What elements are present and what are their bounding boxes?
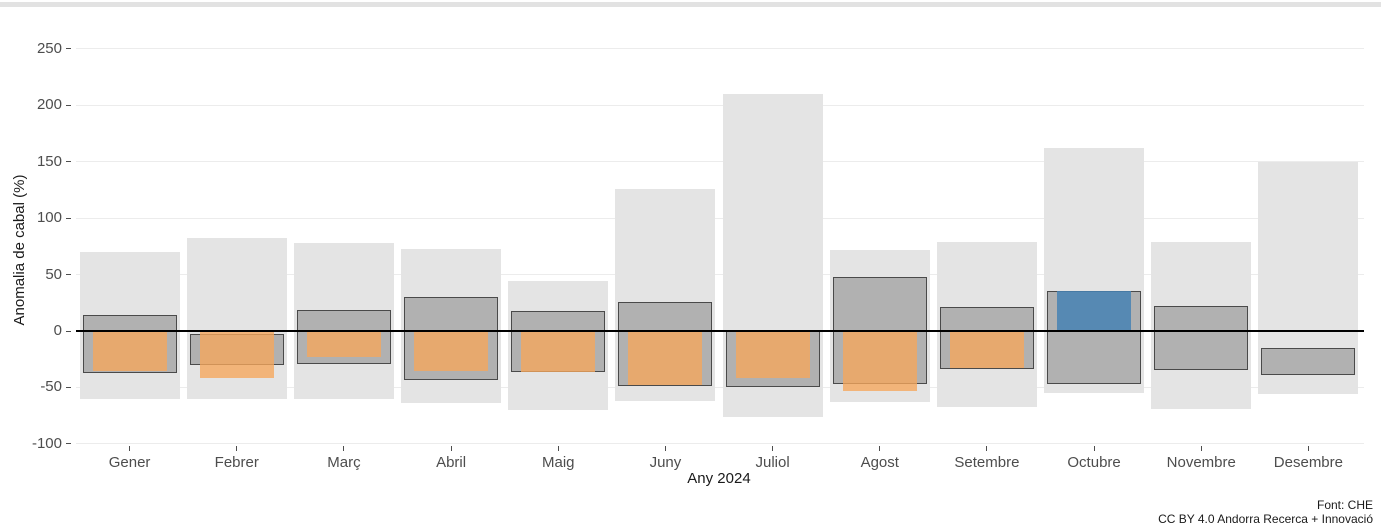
- y-tick-mark: [66, 443, 71, 445]
- x-tick-mark: [236, 446, 238, 451]
- x-tick-label: Gener: [108, 454, 151, 471]
- x-tick-label: Febrer: [214, 454, 259, 471]
- y-tick-label: 50: [45, 265, 62, 283]
- y-tick-label: 200: [36, 96, 62, 114]
- x-tick-label: Març: [327, 454, 361, 471]
- y-tick-label: 150: [36, 152, 62, 170]
- x-tick-label: Setembre: [954, 454, 1020, 471]
- gridline-150: [76, 161, 1364, 163]
- anomaly-bar-2024: [414, 331, 489, 371]
- x-tick-mark: [1307, 446, 1309, 451]
- anomaly-bar-2024: [735, 331, 810, 379]
- anomaly-bar-2024: [521, 331, 596, 372]
- y-tick-mark: [66, 217, 71, 219]
- y-tick-mark: [66, 48, 71, 50]
- y-tick-mark: [66, 161, 71, 163]
- x-tick-mark: [664, 446, 666, 451]
- x-tick-label: Juliol: [755, 454, 790, 471]
- x-tick-label: Agost: [860, 454, 899, 471]
- y-tick-mark: [66, 386, 71, 388]
- x-tick-mark: [129, 446, 131, 451]
- y-tick-mark: [66, 274, 71, 276]
- y-tick-mark: [66, 104, 71, 106]
- x-tick-label: Desembre: [1273, 454, 1343, 471]
- anomaly-bar-2024: [628, 331, 703, 386]
- gridline--100: [76, 443, 1364, 445]
- top-divider: [0, 2, 1381, 7]
- x-tick-mark: [1200, 446, 1202, 451]
- y-tick-label: -50: [40, 378, 62, 396]
- x-tick-label: Juny: [649, 454, 682, 471]
- gridline-100: [76, 217, 1364, 219]
- source-line: Font: CHE: [1316, 498, 1373, 512]
- gridline-200: [76, 104, 1364, 106]
- mid-range-box: [1154, 306, 1249, 371]
- anomaly-bar-2024: [199, 331, 274, 379]
- x-tick-mark: [343, 446, 345, 451]
- gridline--50: [76, 386, 1364, 388]
- anomaly-bar-2024: [1057, 291, 1132, 331]
- y-tick-label: -100: [31, 434, 62, 452]
- mid-range-box: [1261, 347, 1356, 375]
- zero-line: [76, 330, 1364, 332]
- gridline-50: [76, 274, 1364, 276]
- y-tick-label: 250: [36, 39, 62, 57]
- x-tick-mark: [772, 446, 774, 451]
- x-tick-mark: [557, 446, 559, 451]
- anomaly-bar-2024: [92, 331, 167, 371]
- license-line: CC BY 4.0 Andorra Recerca + Innovació: [1158, 511, 1373, 526]
- x-tick-mark: [450, 446, 452, 451]
- anomaly-bar-2024: [306, 331, 381, 357]
- anomaly-bar-2024: [842, 331, 917, 391]
- x-tick-label: Novembre: [1166, 454, 1236, 471]
- x-tick-mark: [1093, 446, 1095, 451]
- x-tick-mark: [986, 446, 988, 451]
- y-tick-label: 0: [53, 322, 62, 339]
- x-tick-label: Abril: [436, 454, 467, 471]
- y-tick-mark: [66, 330, 71, 332]
- x-tick-label: Maig: [541, 454, 575, 471]
- x-tick-mark: [879, 446, 881, 451]
- gridline-250: [76, 48, 1364, 50]
- x-axis-title: Any 2024: [687, 470, 751, 487]
- y-tick-label: 100: [36, 209, 62, 227]
- x-tick-label: Octubre: [1067, 454, 1121, 471]
- attribution: Font: CHE CC BY 4.0 Andorra Recerca + In…: [1158, 498, 1373, 526]
- anomaly-bar-2024: [949, 331, 1024, 369]
